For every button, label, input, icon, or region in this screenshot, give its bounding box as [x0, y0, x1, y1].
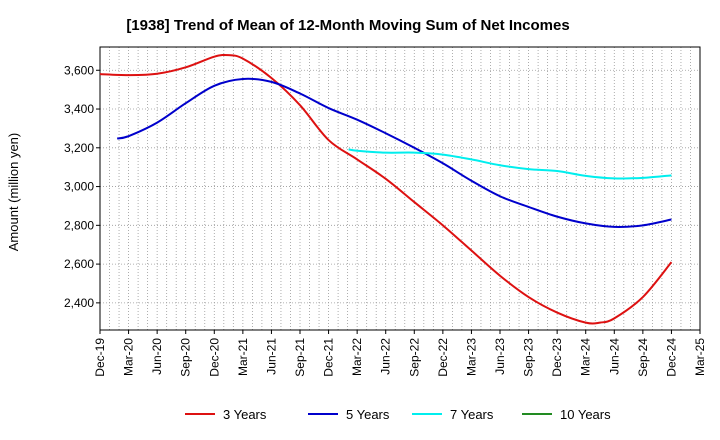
x-tick-label: Jun-22: [379, 338, 393, 375]
series-line-3-years: [99, 53, 673, 325]
y-tick-label: 2,600: [64, 257, 94, 271]
x-tick-label: Dec-24: [664, 338, 678, 377]
x-tick-label: Mar-25: [693, 338, 707, 376]
x-tick-label: Mar-24: [579, 338, 593, 376]
legend-label-7-years: 7 Years: [450, 407, 494, 422]
series-line-7-years: [348, 148, 672, 180]
x-tick-label: Sep-20: [179, 338, 193, 377]
x-tick-label: Dec-23: [550, 338, 564, 377]
x-tick-label: Dec-20: [207, 338, 221, 377]
y-tick-label: 3,000: [64, 180, 94, 194]
x-tick-label: Mar-23: [464, 338, 478, 376]
y-tick-label: 3,200: [64, 141, 94, 155]
x-tick-label: Sep-21: [293, 338, 307, 377]
x-tick-label: Mar-20: [122, 338, 136, 376]
plot-area: [100, 47, 700, 330]
x-tick-label: Dec-21: [322, 338, 336, 377]
x-tick-label: Mar-21: [236, 338, 250, 376]
x-tick-label: Jun-20: [150, 338, 164, 375]
x-tick-label: Sep-24: [636, 338, 650, 377]
series-lines: [99, 53, 673, 325]
plot-frame: [99, 46, 701, 331]
y-tick-label: 3,400: [64, 102, 94, 116]
x-tick-label: Jun-21: [264, 338, 278, 375]
legend-label-3-years: 3 Years: [223, 407, 267, 422]
y-tick-label: 2,400: [64, 296, 94, 310]
y-axis: 2,400 2,600 2,800 3,000 3,200 3,400 3,600: [64, 63, 100, 310]
x-tick-label: Dec-19: [93, 338, 107, 377]
x-tick-label: Jun-23: [493, 338, 507, 375]
chart-title: [1938] Trend of Mean of 12-Month Moving …: [126, 17, 569, 34]
y-tick-label: 3,600: [64, 63, 94, 77]
x-axis: Dec-19 Mar-20 Jun-20 Sep-20 Dec-20 Mar-21 Jun-…: [93, 330, 707, 377]
x-tick-label: Jun-24: [607, 338, 621, 375]
grid: [99, 47, 701, 330]
y-axis-label: Amount (million yen): [6, 133, 21, 252]
legend-label-10-years: 10 Years: [560, 407, 611, 422]
series-line-5-years: [116, 77, 672, 228]
x-tick-label: Sep-22: [407, 338, 421, 377]
legend: 3 Years 5 Years 7 Years 10 Years: [185, 407, 611, 422]
x-tick-label: Dec-22: [436, 338, 450, 377]
x-tick-label: Mar-22: [350, 338, 364, 376]
x-tick-label: Sep-23: [522, 338, 536, 377]
legend-label-5-years: 5 Years: [346, 407, 390, 422]
y-tick-label: 2,800: [64, 218, 94, 232]
